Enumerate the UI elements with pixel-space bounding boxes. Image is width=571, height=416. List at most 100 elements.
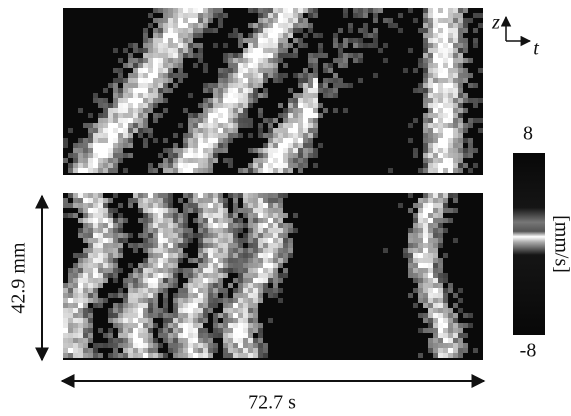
- texture-cell: [268, 263, 273, 268]
- texture-cell: [428, 123, 433, 128]
- texture-cell: [208, 123, 213, 128]
- texture-cell: [268, 278, 273, 283]
- texture-cell: [83, 193, 88, 198]
- texture-cell: [168, 268, 173, 273]
- texture-cell: [178, 48, 183, 53]
- texture-cell: [463, 43, 468, 48]
- texture-cell: [178, 123, 183, 128]
- texture-cell: [123, 133, 128, 138]
- texture-cell: [203, 143, 208, 148]
- texture-cell: [238, 93, 243, 98]
- texture-cell: [258, 113, 263, 118]
- texture-cell: [178, 313, 183, 318]
- texture-cell: [333, 38, 338, 43]
- texture-cell: [458, 343, 463, 348]
- texture-cell: [248, 353, 253, 358]
- texture-cell: [313, 73, 318, 78]
- texture-cell: [263, 278, 268, 283]
- texture-cell: [423, 98, 428, 103]
- texture-cell: [93, 158, 98, 163]
- texture-cell: [443, 53, 448, 58]
- texture-cell: [453, 48, 458, 53]
- texture-cell: [283, 143, 288, 148]
- texture-cell: [113, 98, 118, 103]
- texture-cell: [203, 248, 208, 253]
- texture-cell: [453, 8, 458, 13]
- texture-cell: [418, 63, 423, 68]
- texture-cell: [143, 288, 148, 293]
- texture-cell: [343, 8, 348, 13]
- texture-cell: [433, 118, 438, 123]
- texture-cell: [208, 343, 213, 348]
- texture-cell: [168, 273, 173, 278]
- texture-cell: [303, 8, 308, 13]
- texture-cell: [438, 78, 443, 83]
- texture-cell: [118, 253, 123, 258]
- texture-cell: [258, 198, 263, 203]
- texture-cell: [243, 98, 248, 103]
- texture-cell: [198, 353, 203, 358]
- texture-cell: [263, 68, 268, 73]
- texture-cell: [308, 148, 313, 153]
- texture-cell: [183, 38, 188, 43]
- texture-cell: [368, 43, 373, 48]
- texture-cell: [258, 268, 263, 273]
- texture-cell: [423, 293, 428, 298]
- texture-cell: [83, 228, 88, 233]
- texture-cell: [273, 73, 278, 78]
- texture-cell: [228, 128, 233, 133]
- texture-cell: [178, 8, 183, 13]
- texture-cell: [198, 348, 203, 353]
- texture-cell: [213, 223, 218, 228]
- texture-cell: [98, 168, 103, 173]
- texture-cell: [223, 223, 228, 228]
- texture-cell: [188, 208, 193, 213]
- texture-cell: [413, 88, 418, 93]
- texture-cell: [418, 313, 423, 318]
- texture-cell: [223, 353, 228, 358]
- texture-cell: [173, 328, 178, 333]
- texture-cell: [88, 163, 93, 168]
- texture-cell: [443, 113, 448, 118]
- texture-cell: [123, 108, 128, 113]
- texture-cell: [358, 78, 363, 83]
- texture-cell: [428, 148, 433, 153]
- texture-cell: [248, 258, 253, 263]
- texture-cell: [143, 43, 148, 48]
- texture-cell: [173, 143, 178, 148]
- texture-cell: [223, 323, 228, 328]
- texture-cell: [208, 273, 213, 278]
- texture-cell: [113, 308, 118, 313]
- texture-cell: [103, 133, 108, 138]
- texture-cell: [458, 78, 463, 83]
- texture-cell: [88, 298, 93, 303]
- texture-cell: [348, 83, 353, 88]
- texture-cell: [418, 253, 423, 258]
- texture-cell: [98, 113, 103, 118]
- texture-cell: [83, 273, 88, 278]
- texture-cell: [283, 23, 288, 28]
- texture-cell: [243, 318, 248, 323]
- texture-cell: [223, 293, 228, 298]
- texture-cell: [173, 168, 178, 173]
- texture-cell: [478, 118, 483, 123]
- texture-cell: [213, 158, 218, 163]
- texture-cell: [188, 288, 193, 293]
- texture-cell: [293, 23, 298, 28]
- texture-cell: [153, 228, 158, 233]
- texture-cell: [148, 163, 153, 168]
- texture-cell: [413, 243, 418, 248]
- texture-cell: [293, 108, 298, 113]
- texture-cell: [263, 218, 268, 223]
- texture-cell: [178, 163, 183, 168]
- texture-cell: [158, 218, 163, 223]
- texture-cell: [323, 78, 328, 83]
- texture-cell: [173, 258, 178, 263]
- texture-cell: [88, 153, 93, 158]
- texture-cell: [298, 73, 303, 78]
- texture-cell: [178, 148, 183, 153]
- texture-cell: [303, 68, 308, 73]
- texture-cell: [168, 28, 173, 33]
- texture-cell: [463, 333, 468, 338]
- texture-cell: [118, 118, 123, 123]
